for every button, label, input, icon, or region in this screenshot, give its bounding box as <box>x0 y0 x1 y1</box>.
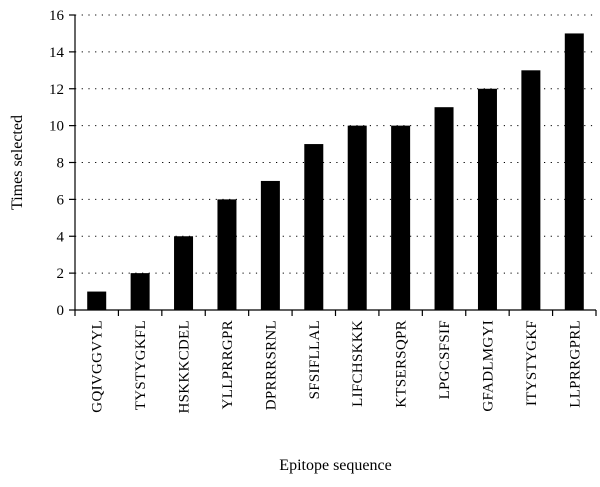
bar <box>130 273 150 311</box>
y-tick-label: 10 <box>49 119 64 135</box>
axes <box>69 14 597 316</box>
y-tick-label: 12 <box>49 82 64 98</box>
y-axis-title: Times selected <box>9 115 26 210</box>
x-tick-label: ITYSTYGKF <box>524 320 540 406</box>
x-tick-label: LLPRRGPRL <box>567 320 583 408</box>
x-tick-label: LPGCSFSIF <box>437 320 453 399</box>
bar <box>304 144 324 310</box>
x-tick-label: GQIVGGVYL <box>90 320 106 413</box>
bar <box>174 236 194 310</box>
y-tick-label: 6 <box>57 192 65 208</box>
gridlines <box>75 14 596 274</box>
y-tick-label: 8 <box>57 156 65 172</box>
y-tick-label: 0 <box>57 303 65 319</box>
bar <box>391 125 411 311</box>
bar <box>521 70 541 310</box>
bars <box>87 33 584 311</box>
tick-labels: 0 2 4 6 8 10 12 14 16 GQIVGGVYL TYSTYGKFL HSKKKCDEL… <box>49 8 583 414</box>
x-tick-label: YLLPRRGPR <box>220 320 236 409</box>
y-tick-label: 4 <box>57 229 65 245</box>
x-tick-label: TYSTYGKFL <box>133 320 149 410</box>
bar <box>564 33 584 310</box>
y-tick-label: 14 <box>49 45 65 61</box>
bar <box>260 180 280 310</box>
x-tick-label: SFSIFLLAL <box>307 320 323 399</box>
x-tick-label: LIFCHSKKK <box>350 320 366 407</box>
y-tick-label: 2 <box>57 266 65 282</box>
bar <box>87 291 107 310</box>
bar <box>217 199 237 311</box>
x-tick-label: KTSERSQPR <box>394 320 410 408</box>
x-axis-title: Epitope sequence <box>279 457 391 474</box>
x-tick-label: HSKKKCDEL <box>177 320 193 414</box>
bar <box>347 125 367 311</box>
x-tick-label: GFADLMGYI <box>480 320 496 412</box>
bar <box>477 88 497 310</box>
bar <box>434 107 454 310</box>
y-tick-label: 16 <box>49 8 65 24</box>
x-tick-label: DPRRRSRNL <box>263 320 279 410</box>
